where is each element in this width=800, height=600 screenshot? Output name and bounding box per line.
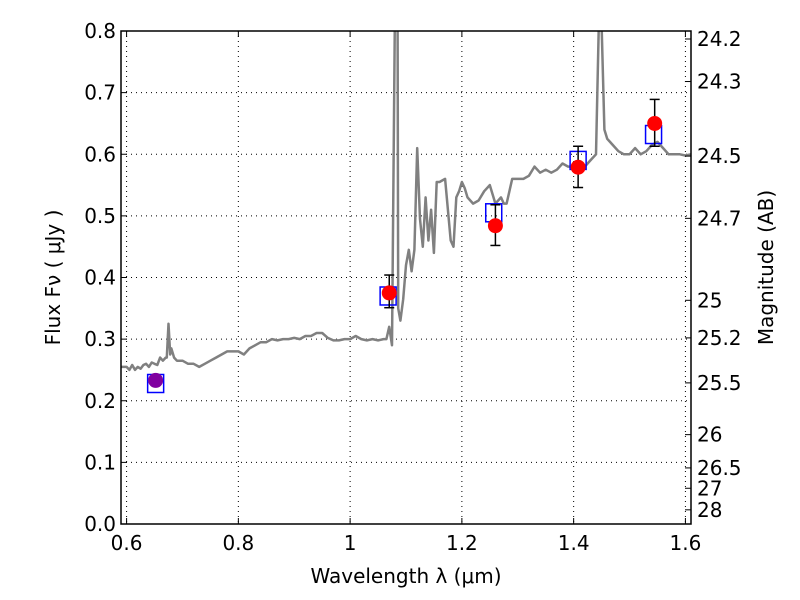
y-tick-label: 0.0	[84, 512, 116, 536]
y-tick-label: 0.3	[84, 327, 116, 351]
model-spectrum-line	[121, 31, 691, 372]
observed-data-point	[381, 285, 397, 301]
plot-series	[121, 31, 691, 394]
right-tick-label: 26	[697, 423, 722, 447]
y-tick-label: 0.8	[84, 19, 116, 43]
right-tick-label: 24.2	[697, 27, 742, 51]
x-tick-label: 1	[344, 531, 357, 555]
y-tick-label: 0.1	[84, 450, 116, 474]
right-tick-label: 26.5	[697, 456, 742, 480]
right-axis-label: Magnitude (AB)	[754, 190, 778, 345]
y-axis-label: Flux Fν ( μJy )	[41, 210, 65, 346]
right-tick-label: 25	[697, 288, 722, 312]
observed-data-point	[647, 115, 663, 131]
right-tick-label: 24.3	[697, 70, 742, 94]
y-tick-label: 0.6	[84, 142, 116, 166]
right-tick-label: 28	[697, 498, 722, 522]
observed-data-point	[148, 372, 164, 388]
right-tick-label: 24.5	[697, 144, 742, 168]
x-axis-label: Wavelength λ (μm)	[310, 564, 501, 588]
right-tick-label: 25.5	[697, 371, 742, 395]
x-tick-label: 0.6	[111, 531, 143, 555]
x-tick-label: 1.6	[670, 531, 702, 555]
observed-data-point	[570, 159, 586, 175]
right-tick-label: 27	[697, 476, 722, 500]
y-tick-label: 0.7	[84, 81, 116, 105]
x-tick-label: 1.2	[446, 531, 478, 555]
x-tick-label: 1.4	[558, 531, 590, 555]
y-tick-label: 0.2	[84, 389, 116, 413]
y-tick-label: 0.4	[84, 266, 116, 290]
right-tick-label: 24.7	[697, 206, 742, 230]
axis-ticks: 0.6 0.8 1 1.2 1.4 1.6 0.0 0.1 0.2 0.3 0.4 0.5 0.6 0.7…	[84, 19, 741, 555]
observed-data-point	[487, 218, 503, 234]
right-tick-label: 25.2	[697, 326, 742, 350]
y-tick-label: 0.5	[84, 204, 116, 228]
x-tick-label: 0.8	[222, 531, 254, 555]
